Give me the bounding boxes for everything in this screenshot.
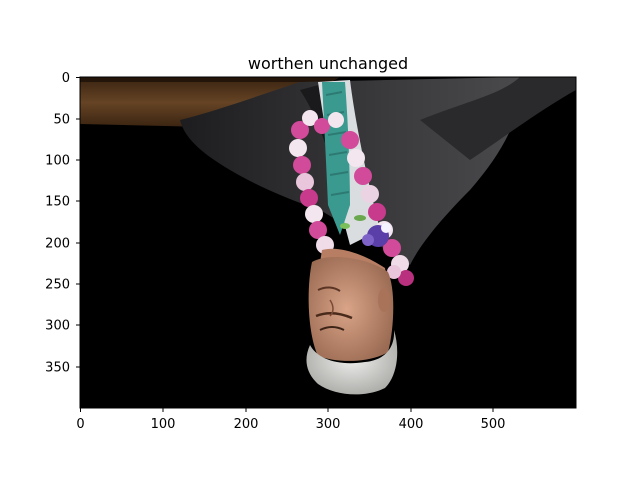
y-tick-label: 300	[45, 319, 70, 334]
chart-title: worthen unchanged	[248, 54, 408, 73]
y-tick-label: 350	[45, 361, 70, 376]
y-tick-label: 250	[45, 278, 70, 293]
y-tick-label: 200	[45, 237, 70, 252]
y-axis: 0 50 100 150 200 250 300 350	[45, 71, 80, 376]
x-axis: 0 100 200 300 400 500	[76, 408, 505, 432]
x-tick-label: 200	[234, 417, 259, 432]
image-axes: 0 100 200 300 400 500 0 50 100 150 200 2…	[45, 71, 577, 432]
y-tick-label: 100	[45, 154, 70, 169]
x-tick-label: 0	[76, 417, 84, 432]
x-tick-label: 100	[151, 417, 176, 432]
y-tick-label: 50	[53, 113, 70, 128]
x-tick-label: 300	[316, 417, 341, 432]
lei	[289, 110, 414, 286]
y-tick-label: 150	[45, 195, 70, 210]
y-tick-label: 0	[62, 71, 70, 86]
x-tick-label: 500	[481, 417, 506, 432]
x-tick-label: 400	[399, 417, 424, 432]
photo-image	[80, 77, 576, 408]
